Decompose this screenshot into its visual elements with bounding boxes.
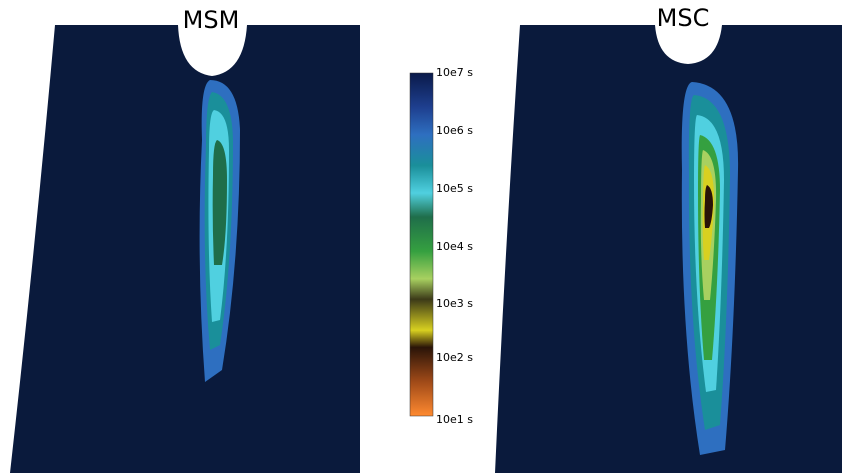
- colorbar: [409, 72, 434, 417]
- colorbar-label: 10e1 s: [436, 413, 473, 426]
- colorbar-label: 10e3 s: [436, 297, 473, 310]
- colorbar-label: 10e4 s: [436, 240, 473, 253]
- colorbar-label: 10e7 s: [436, 66, 473, 79]
- contour: [681, 82, 739, 455]
- panel-title: MSC: [657, 4, 710, 32]
- colorbar-label: 10e5 s: [436, 182, 473, 195]
- contour: [199, 80, 240, 382]
- panel-domain: [495, 25, 842, 473]
- colorbar-label: 10e6 s: [436, 124, 473, 137]
- panel-domain: [10, 25, 360, 473]
- panel-title: MSM: [183, 6, 240, 34]
- colorbar-label: 10e2 s: [436, 351, 473, 364]
